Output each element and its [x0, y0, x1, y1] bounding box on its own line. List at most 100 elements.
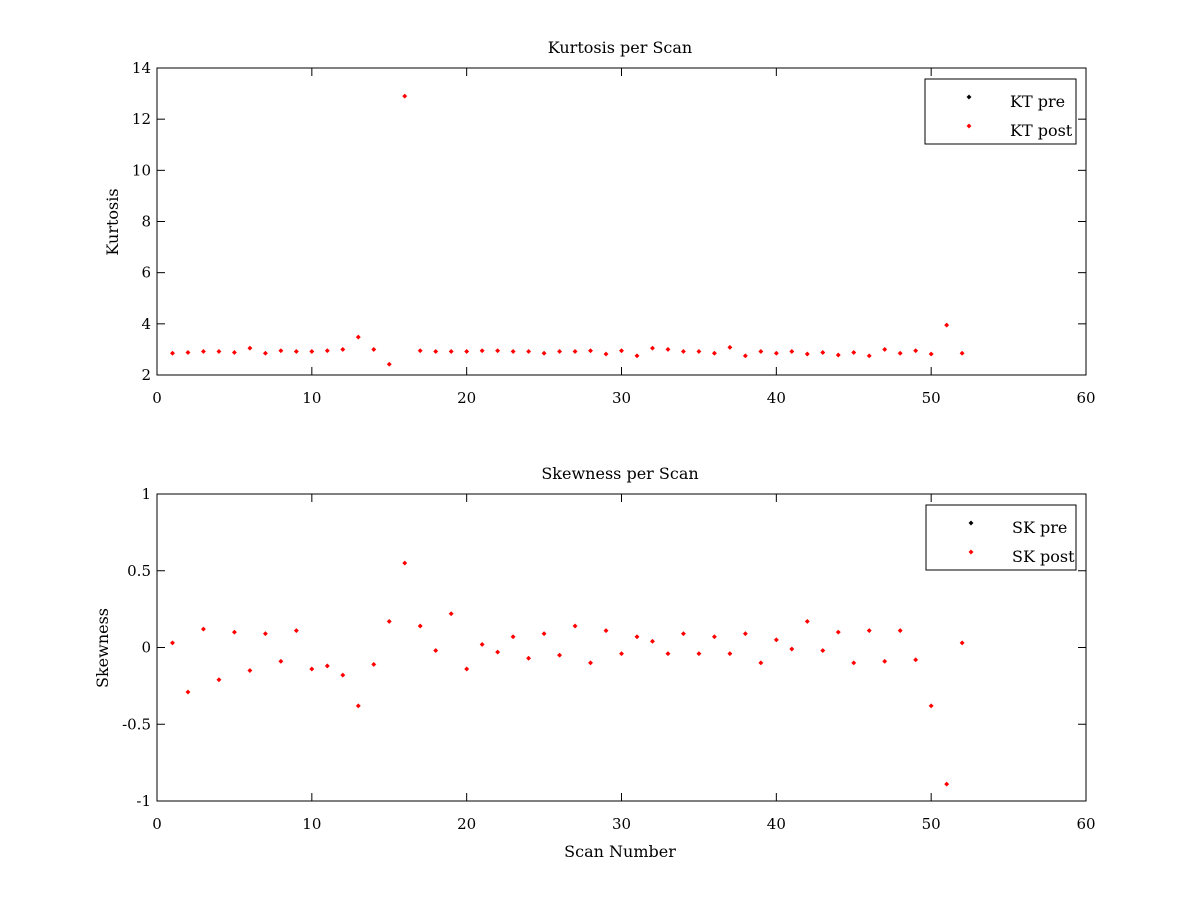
- plot-frame: [156, 493, 1087, 802]
- data-point: [340, 672, 346, 678]
- x-tick-label: 0: [152, 389, 162, 407]
- data-point: [541, 631, 547, 637]
- data-point: [851, 660, 857, 666]
- y-tick-label: 8: [141, 213, 151, 231]
- data-point: [897, 628, 903, 634]
- legend-label-kt-post: KT post: [1010, 121, 1073, 140]
- data-point: [417, 623, 423, 629]
- data-point: [758, 348, 764, 355]
- data-point: [618, 348, 625, 354]
- data-point: [804, 618, 810, 624]
- data-point: [587, 348, 594, 354]
- chart-title: Kurtosis per Scan: [548, 38, 692, 57]
- data-point: [649, 638, 656, 644]
- data-point: [433, 348, 439, 355]
- data-point: [711, 634, 717, 640]
- data-point: [944, 322, 950, 328]
- data-point: [665, 651, 671, 657]
- x-axis-label: Scan Number: [564, 842, 676, 861]
- data-point: [773, 637, 779, 643]
- x-tick-label: 40: [767, 815, 786, 833]
- axis-ticks: 0 10 20 30 40 50 60 -1 -0.5 0 0.5 1: [122, 485, 1095, 833]
- x-tick-label: 40: [767, 389, 786, 407]
- data-point: [526, 348, 532, 355]
- y-tick-label: 1: [141, 485, 151, 503]
- data-point: [557, 652, 563, 658]
- x-tick-label: 20: [457, 815, 476, 833]
- data-point: [169, 350, 176, 356]
- data-point: [278, 658, 284, 664]
- data-point: [293, 628, 299, 634]
- y-tick-label: 12: [132, 110, 151, 128]
- data-point: [820, 349, 826, 356]
- x-tick-label: 0: [152, 815, 162, 833]
- data-point: [742, 353, 748, 359]
- data-point: [309, 666, 315, 672]
- y-tick-label: -1: [136, 792, 151, 810]
- x-tick-label: 60: [1076, 389, 1095, 407]
- data-point: [711, 350, 717, 356]
- legend: KT pre KT post: [924, 78, 1077, 145]
- legend-box: [925, 504, 1077, 571]
- data-point: [510, 634, 516, 640]
- data-point: [355, 703, 361, 709]
- legend-label-sk-pre: SK pre: [1012, 518, 1067, 537]
- legend-markers: [966, 94, 972, 129]
- data-point: [928, 351, 934, 357]
- data-point: [479, 348, 485, 354]
- x-tick-label: 30: [612, 389, 631, 407]
- legend-box: [924, 78, 1077, 145]
- data-point: [618, 651, 625, 657]
- y-tick-label: 14: [132, 59, 151, 77]
- y-tick-label: 0: [141, 639, 151, 657]
- data-point: [959, 640, 965, 646]
- data-point: [928, 703, 934, 709]
- data-point: [309, 348, 315, 355]
- data-point: [649, 345, 656, 351]
- data-point: [402, 93, 408, 99]
- data-point: [185, 689, 191, 695]
- data-point: [231, 349, 237, 356]
- data-point: [587, 660, 594, 666]
- y-tick-label: -0.5: [122, 715, 151, 733]
- data-point: [464, 348, 470, 355]
- data-point: [402, 560, 408, 566]
- data-point: [185, 349, 191, 356]
- data-point: [216, 677, 222, 683]
- data-point: [262, 350, 268, 356]
- data-point: [526, 655, 532, 661]
- data-point: [278, 348, 284, 354]
- data-point: [634, 353, 640, 359]
- x-tick-label: 50: [922, 389, 941, 407]
- data-point: [944, 781, 950, 787]
- data-point: [247, 667, 253, 674]
- plot-frame: [156, 67, 1087, 376]
- data-point: [913, 657, 919, 663]
- legend-label-sk-post: SK post: [1012, 547, 1075, 566]
- legend-label-kt-pre: KT pre: [1010, 92, 1065, 111]
- data-point: [216, 348, 222, 355]
- data-point: [293, 348, 299, 355]
- data-point: [371, 346, 377, 352]
- data-point: [959, 350, 965, 356]
- chart-title: Skewness per Scan: [541, 464, 698, 483]
- data-point: [200, 348, 207, 355]
- data-point: [541, 350, 547, 356]
- data-point: [603, 351, 609, 357]
- data-point: [866, 628, 872, 634]
- data-point: [495, 649, 501, 655]
- x-tick-label: 50: [922, 815, 941, 833]
- data-point: [386, 618, 392, 624]
- data-point: [340, 346, 346, 352]
- data-point: [479, 641, 485, 647]
- data-point: [448, 611, 454, 617]
- x-tick-label: 10: [302, 389, 321, 407]
- data-point: [742, 631, 748, 637]
- data-point: [789, 646, 795, 652]
- data-point: [727, 344, 733, 350]
- data-point: [680, 631, 686, 637]
- data-point: [262, 631, 268, 637]
- data-point: [634, 634, 640, 640]
- data-point: [572, 348, 578, 355]
